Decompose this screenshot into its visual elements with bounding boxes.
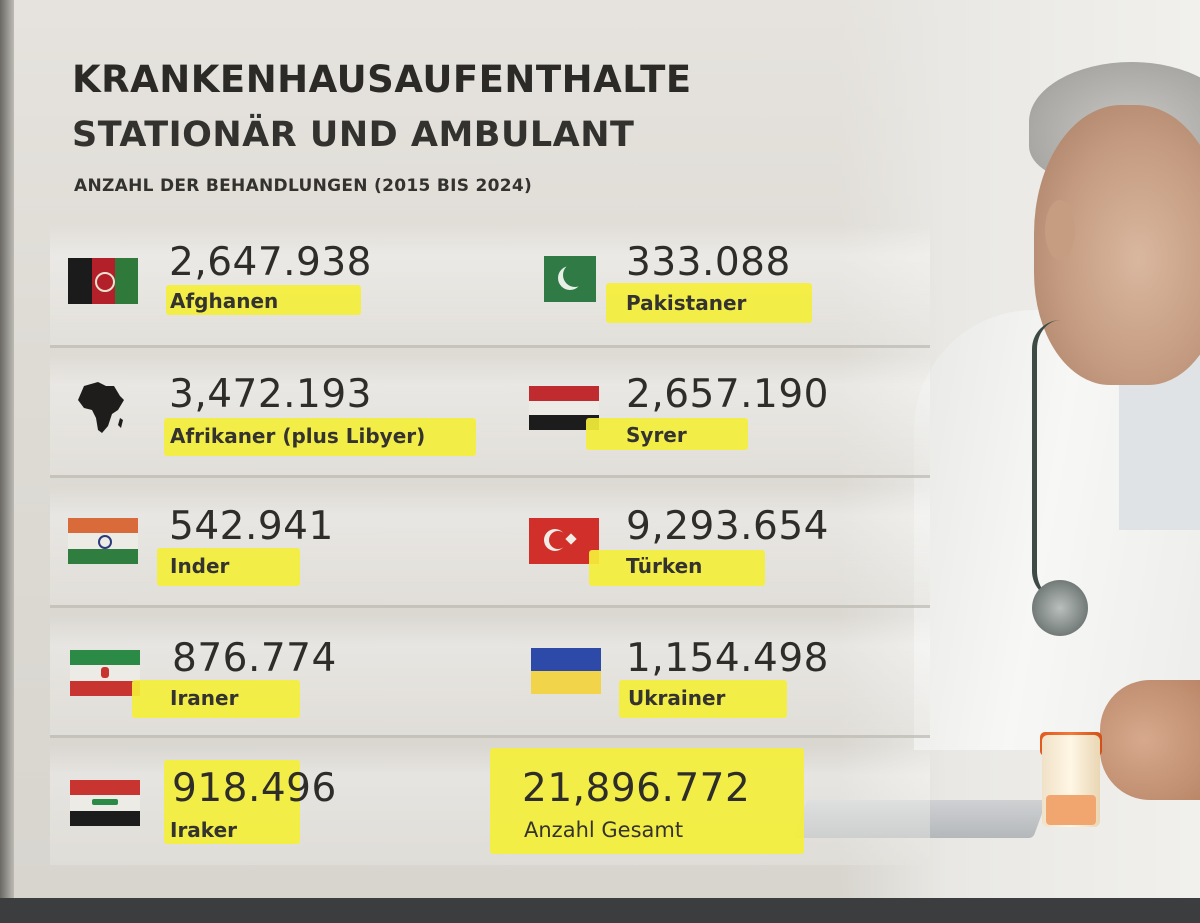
count-iraner: 876.774 (172, 636, 337, 681)
page-subtitle: STATIONÄR UND AMBULANT (72, 115, 635, 155)
stethoscope-chestpiece-icon (1032, 580, 1088, 636)
label-iraker: Iraker (170, 818, 237, 842)
count-iraker: 918.496 (172, 766, 337, 811)
doctor-ear (1045, 200, 1075, 260)
india-flag-icon (68, 518, 138, 564)
label-tuerken: Türken (626, 554, 703, 578)
iraq-flag-icon (70, 780, 140, 826)
iran-flag-icon (70, 650, 140, 696)
count-ukrainer: 1,154.498 (626, 636, 829, 681)
highlight-afghanen (166, 285, 361, 315)
row-band-3 (50, 485, 930, 608)
highlight-afrikaner (164, 418, 476, 456)
highlight-inder (157, 548, 300, 586)
syria-flag-icon (529, 386, 599, 430)
sample-jar-fill (1046, 795, 1096, 825)
label-ukrainer: Ukrainer (628, 686, 726, 710)
label-total: Anzahl Gesamt (524, 818, 684, 842)
turkey-flag-icon (529, 518, 599, 564)
highlight-pakistaner (606, 283, 812, 323)
page-bottom-edge (0, 898, 1200, 923)
count-pakistaner: 333.088 (626, 240, 791, 285)
label-inder: Inder (170, 554, 230, 578)
highlight-ukrainer (619, 680, 787, 718)
newspaper-page: KRANKENHAUSAUFENTHALTE STATIONÄR UND AMB… (14, 0, 1200, 898)
africa-map-icon (76, 378, 126, 436)
label-afghanen: Afghanen (170, 289, 279, 313)
count-inder: 542.941 (169, 504, 334, 549)
label-pakistaner: Pakistaner (626, 291, 747, 315)
highlight-iraker (164, 760, 300, 844)
count-tuerken: 9,293.654 (626, 504, 829, 549)
row-band-2 (50, 355, 930, 478)
highlight-tuerken (589, 550, 765, 586)
stethoscope-icon (1032, 320, 1061, 600)
count-afghanen: 2,647.938 (169, 240, 372, 285)
count-total: 21,896.772 (522, 766, 751, 811)
pakistan-flag-icon (544, 256, 596, 302)
chart-caption: ANZAHL DER BEHANDLUNGEN (2015 BIS 2024) (74, 176, 533, 196)
count-afrikaner: 3,472.193 (169, 372, 372, 417)
highlight-syrer (586, 418, 748, 450)
doctor-hands (1100, 680, 1200, 800)
page-left-edge (0, 0, 14, 923)
count-syrer: 2,657.190 (626, 372, 829, 417)
afghanistan-flag-icon (68, 258, 138, 304)
highlight-total (490, 748, 804, 854)
label-iraner: Iraner (170, 686, 239, 710)
label-afrikaner: Afrikaner (plus Libyer) (170, 424, 426, 448)
highlight-iraner (132, 680, 300, 718)
ukraine-flag-icon (531, 648, 601, 694)
label-syrer: Syrer (626, 423, 687, 447)
page-title: KRANKENHAUSAUFENTHALTE (72, 58, 692, 101)
